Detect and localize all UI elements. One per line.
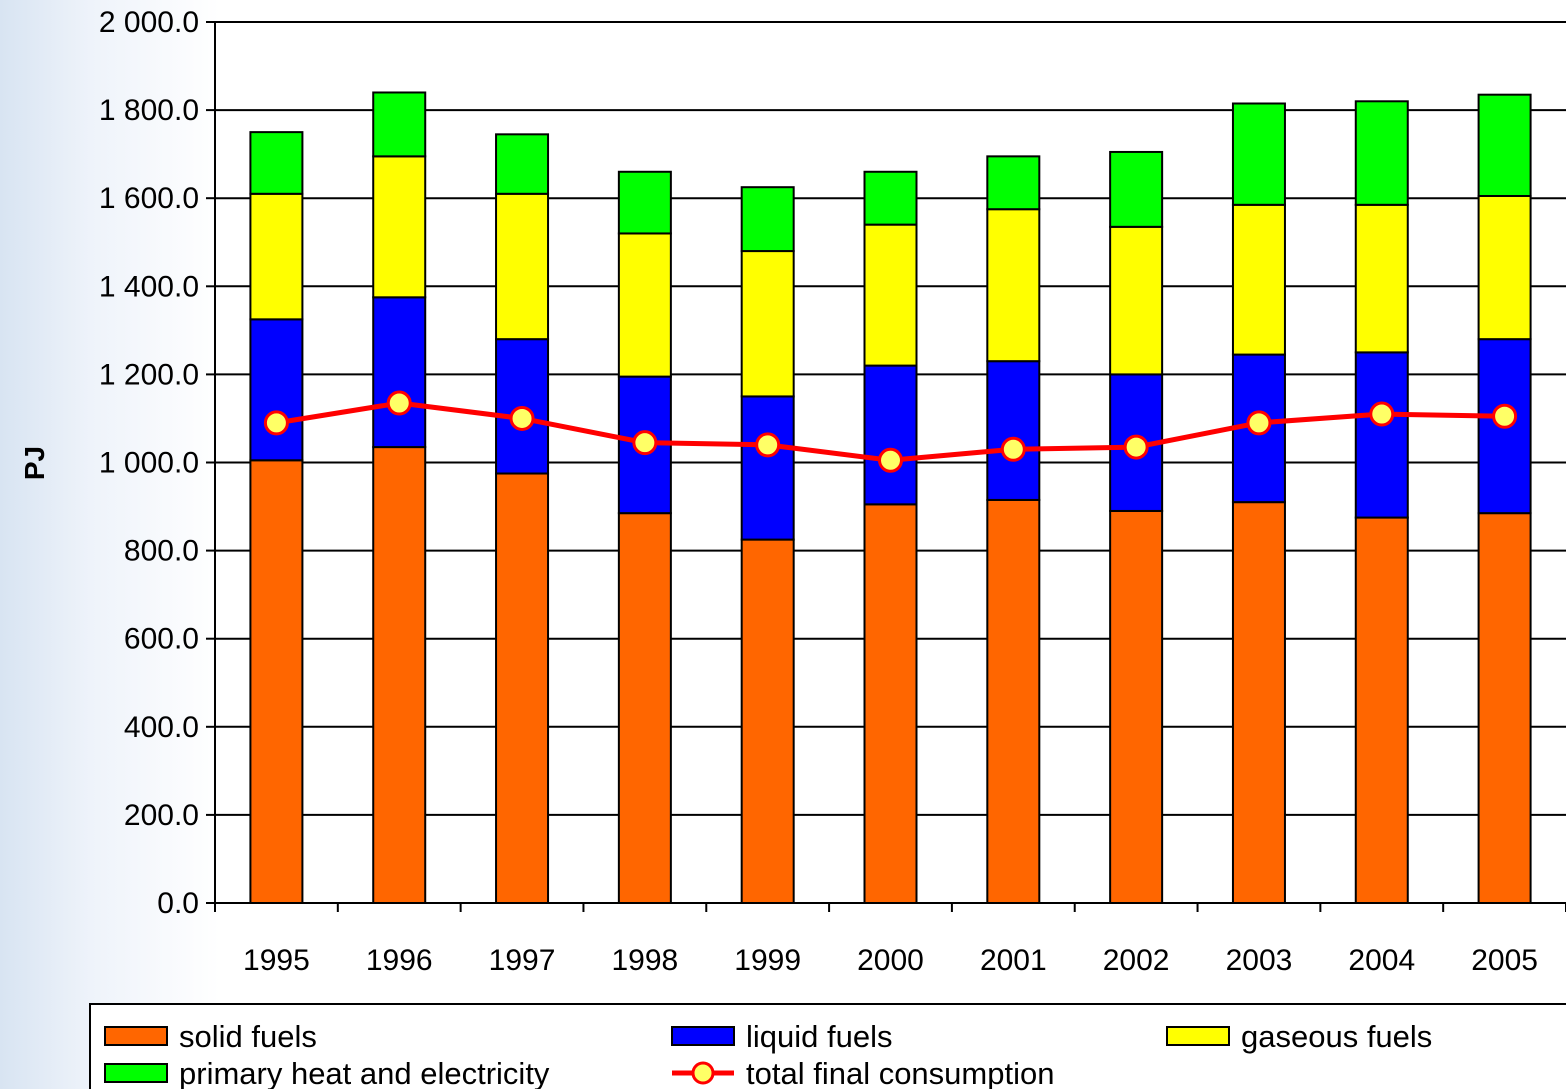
bar-segment xyxy=(1109,150,1164,228)
legend-box xyxy=(89,1003,1566,1089)
bar-segment xyxy=(372,155,427,299)
legend-swatch xyxy=(1166,1026,1230,1046)
x-tick-label: 2000 xyxy=(857,944,924,977)
bar-segment xyxy=(1354,203,1409,354)
legend-label: solid fuels xyxy=(179,1019,317,1054)
bar-segment xyxy=(986,498,1041,904)
bar-segment xyxy=(495,192,550,341)
legend: solid fuels liquid fuels gaseous fuels prim… xyxy=(89,1003,1566,1089)
y-tick-label: 1 600.0 xyxy=(99,182,199,215)
legend-label: total final consumption xyxy=(746,1056,1054,1089)
x-tick-label: 2003 xyxy=(1226,944,1293,977)
bar-segment xyxy=(495,472,550,904)
bar-segment xyxy=(1109,509,1164,904)
bar-segment xyxy=(1231,102,1286,206)
x-tick-label: 1997 xyxy=(489,944,556,977)
bar-segment xyxy=(249,131,304,195)
line-point xyxy=(1369,401,1395,427)
bar-segment xyxy=(495,133,550,195)
bar-segment xyxy=(863,503,918,904)
bar-segment xyxy=(372,446,427,904)
x-tick-label: 1999 xyxy=(734,944,801,977)
y-tick-label: 2 000.0 xyxy=(99,6,199,39)
bar-segment xyxy=(1477,93,1532,197)
line-point xyxy=(509,405,535,431)
legend-label: primary heat and electricity xyxy=(179,1056,550,1089)
legend-swatch xyxy=(104,1026,168,1046)
y-tick-label: 800.0 xyxy=(124,535,199,568)
bar-segment xyxy=(740,250,795,398)
bar-segment xyxy=(617,512,672,904)
x-tick-label: 1995 xyxy=(243,944,310,977)
bar-segment xyxy=(740,538,795,905)
bar-segment xyxy=(863,170,918,226)
bar-segment xyxy=(986,155,1041,211)
bar-segment xyxy=(249,459,304,904)
legend-label: gaseous fuels xyxy=(1241,1019,1432,1054)
bar-segment xyxy=(372,91,427,158)
bar-segment xyxy=(1354,516,1409,904)
x-tick-label: 1998 xyxy=(611,944,678,977)
bar-segment xyxy=(249,192,304,321)
bar-segment xyxy=(740,186,795,253)
line-point xyxy=(1492,403,1518,429)
y-tick-label: 1 000.0 xyxy=(99,447,199,480)
bar-segment xyxy=(986,360,1041,501)
bars xyxy=(249,91,1532,905)
bar-segment xyxy=(1354,100,1409,206)
y-tick-label: 600.0 xyxy=(124,623,199,656)
bar-segment xyxy=(617,232,672,378)
total-line xyxy=(263,390,1518,473)
legend-swatch xyxy=(104,1063,168,1083)
bar-segment xyxy=(986,208,1041,363)
bar-segment xyxy=(1354,351,1409,519)
x-tick-label: 1996 xyxy=(366,944,433,977)
y-axis-label: PJ xyxy=(19,446,50,480)
bar-segment xyxy=(249,318,304,462)
bar-segment xyxy=(863,364,918,506)
x-tick-label: 2001 xyxy=(980,944,1047,977)
line-point xyxy=(386,390,412,416)
line-point xyxy=(1000,436,1026,462)
line-point xyxy=(878,447,903,473)
bar-segment xyxy=(1231,501,1286,904)
x-tick-label: 2005 xyxy=(1471,944,1538,977)
line-point xyxy=(755,432,781,458)
y-tick-label: 1 200.0 xyxy=(99,358,199,391)
x-tick-label: 2002 xyxy=(1103,944,1170,977)
bar-segment xyxy=(740,395,795,541)
axes: 0.0 200.0 400.0 600.0 800.0 1 000.0 1 200.0 1 4… xyxy=(99,6,1566,977)
legend-marker xyxy=(691,1061,715,1085)
y-tick-label: 400.0 xyxy=(124,711,199,744)
y-tick-label: 1 400.0 xyxy=(99,270,199,303)
bar-segment xyxy=(372,296,427,449)
bar-segment xyxy=(1109,225,1164,376)
bar-segment xyxy=(1231,203,1286,356)
y-tick-label: 0.0 xyxy=(157,887,199,920)
bar-segment xyxy=(1477,194,1532,341)
bar-segment xyxy=(617,170,672,235)
line-point xyxy=(1246,410,1272,436)
legend-swatch xyxy=(671,1026,735,1046)
y-tick-label: 1 800.0 xyxy=(99,94,199,127)
legend-label: liquid fuels xyxy=(746,1019,892,1054)
bar-segment xyxy=(863,223,918,367)
line-point xyxy=(632,430,658,456)
line-point xyxy=(1123,434,1149,460)
bar-segment xyxy=(1477,512,1532,904)
line-point xyxy=(263,410,289,436)
y-tick-label: 200.0 xyxy=(124,799,199,832)
x-tick-label: 2004 xyxy=(1348,944,1415,977)
